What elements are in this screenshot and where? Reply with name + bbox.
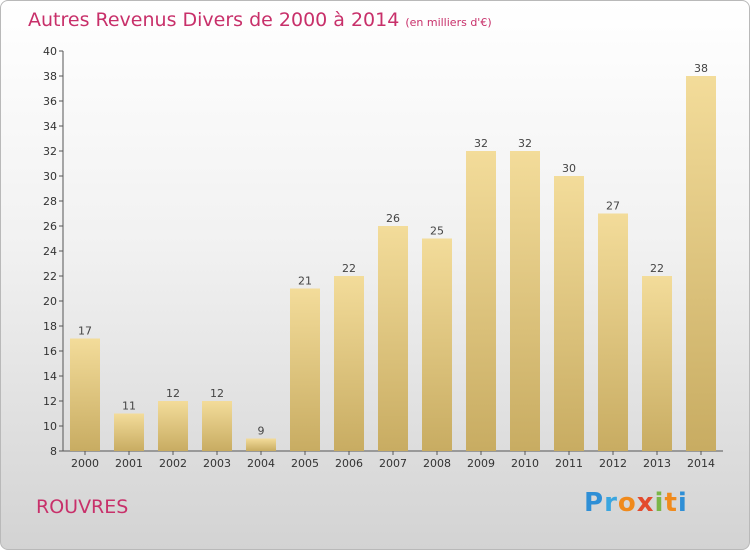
x-tick-label: 2007 — [379, 457, 407, 470]
y-tick-label: 26 — [43, 220, 57, 233]
bar-value-label: 26 — [386, 212, 400, 225]
y-tick-label: 28 — [43, 195, 57, 208]
bar-value-label: 12 — [210, 387, 224, 400]
bar — [554, 176, 584, 451]
chart-title: Autres Revenus Divers de 2000 à 2014 (en … — [28, 9, 492, 31]
logo-letter: P — [584, 488, 605, 518]
bar — [334, 276, 364, 451]
logo-letter: t — [664, 488, 678, 518]
x-tick-label: 2010 — [511, 457, 539, 470]
logo-letter: r — [604, 488, 618, 518]
bar — [466, 151, 496, 451]
y-tick-label: 34 — [43, 120, 57, 133]
bar-value-label: 11 — [122, 400, 136, 413]
bar — [378, 226, 408, 451]
bar — [510, 151, 540, 451]
bar-value-label: 30 — [562, 162, 576, 175]
bar-value-label: 21 — [298, 275, 312, 288]
x-tick-label: 2008 — [423, 457, 451, 470]
y-tick-label: 14 — [43, 370, 57, 383]
y-tick-label: 30 — [43, 170, 57, 183]
x-tick-label: 2009 — [467, 457, 495, 470]
x-tick-label: 2002 — [159, 457, 187, 470]
x-tick-label: 2003 — [203, 457, 231, 470]
bar — [290, 288, 320, 451]
logo-letter: i — [677, 488, 688, 518]
bar-value-label: 22 — [650, 262, 664, 275]
bar-value-label: 27 — [606, 200, 620, 213]
x-tick-label: 2012 — [599, 457, 627, 470]
y-tick-label: 22 — [43, 270, 57, 283]
proxiti-logo: Proxiti — [584, 488, 688, 518]
y-tick-label: 16 — [43, 345, 57, 358]
bar — [114, 413, 144, 451]
bar-value-label: 32 — [474, 137, 488, 150]
x-tick-label: 2005 — [291, 457, 319, 470]
bar-value-label: 22 — [342, 262, 356, 275]
bar-value-label: 32 — [518, 137, 532, 150]
y-tick-label: 38 — [43, 70, 57, 83]
y-tick-label: 10 — [43, 420, 57, 433]
bar — [158, 401, 188, 451]
logo-letter: o — [617, 488, 637, 518]
bar-value-label: 9 — [258, 425, 265, 438]
y-tick-label: 36 — [43, 95, 57, 108]
bar-value-label: 38 — [694, 62, 708, 75]
title-text: Autres Revenus Divers de 2000 à 2014 — [28, 9, 400, 31]
bar — [598, 213, 628, 451]
bar — [686, 76, 716, 451]
y-tick-label: 24 — [43, 245, 57, 258]
title-unit: (en milliers d'€) — [405, 16, 492, 29]
x-tick-label: 2001 — [115, 457, 143, 470]
logo-letter: x — [636, 488, 655, 518]
x-tick-label: 2004 — [247, 457, 275, 470]
y-tick-label: 40 — [43, 45, 57, 58]
y-tick-label: 32 — [43, 145, 57, 158]
y-tick-label: 8 — [50, 445, 57, 458]
x-tick-label: 2014 — [687, 457, 715, 470]
bar — [642, 276, 672, 451]
y-tick-label: 20 — [43, 295, 57, 308]
city-name: ROUVRES — [36, 496, 129, 518]
bar-value-label: 12 — [166, 387, 180, 400]
bar — [422, 238, 452, 451]
bar — [202, 401, 232, 451]
y-tick-label: 12 — [43, 395, 57, 408]
bar — [70, 338, 100, 451]
x-tick-label: 2006 — [335, 457, 363, 470]
bar-value-label: 25 — [430, 225, 444, 238]
bar-value-label: 17 — [78, 325, 92, 338]
bar — [246, 438, 276, 451]
x-tick-label: 2000 — [71, 457, 99, 470]
x-tick-label: 2013 — [643, 457, 671, 470]
logo-letter: i — [654, 488, 665, 518]
y-tick-label: 18 — [43, 320, 57, 333]
x-tick-label: 2011 — [555, 457, 583, 470]
